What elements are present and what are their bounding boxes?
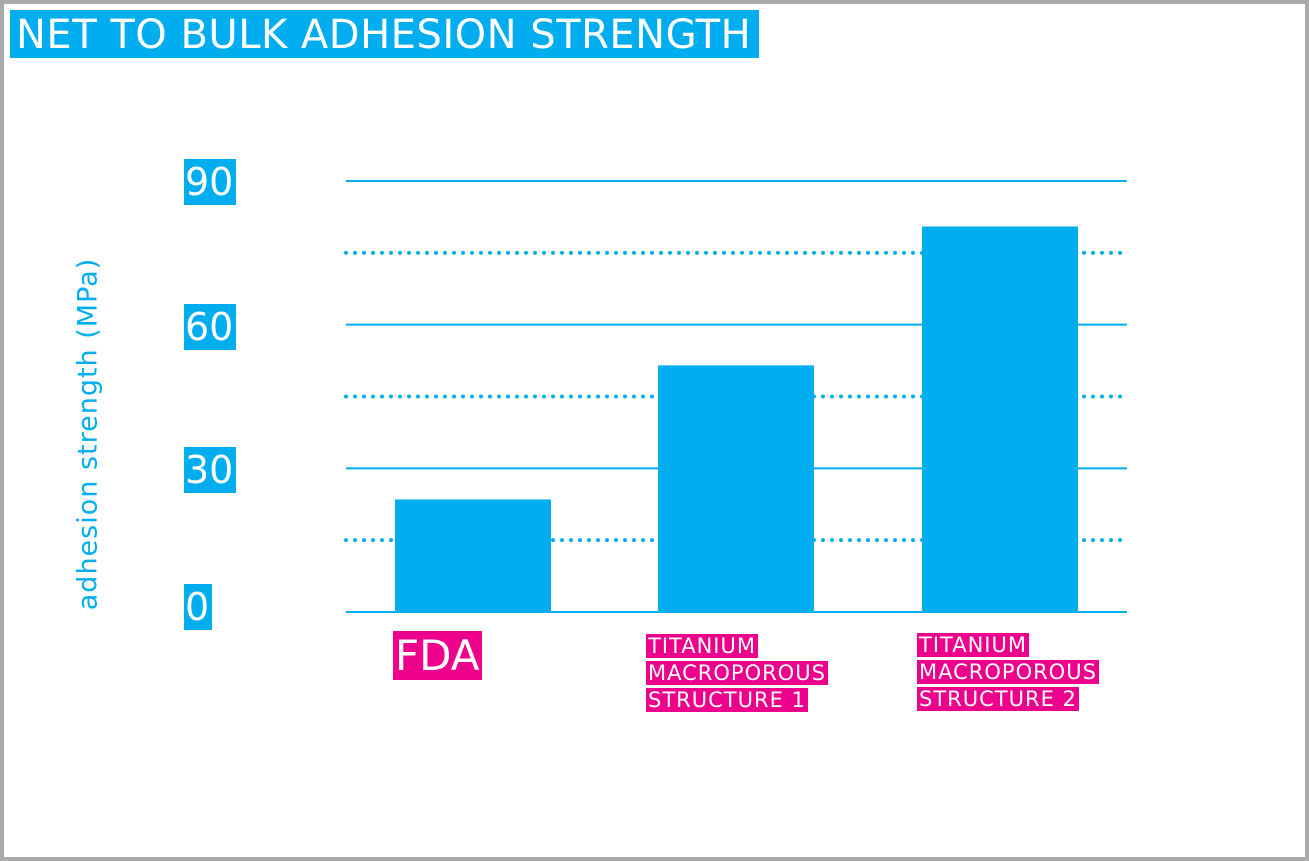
- category-label-structure-2-line3: STRUCTURE 2: [917, 687, 1079, 711]
- category-label-fda: FDA: [393, 631, 482, 681]
- category-label-fda-line1: FDA: [393, 631, 482, 680]
- y-tick-label-30: 30: [184, 447, 237, 493]
- category-label-structure-2-line2: MACROPOROUS: [917, 660, 1099, 684]
- category-label-structure-2: TITANIUM MACROPOROUS STRUCTURE 2: [917, 632, 1099, 713]
- y-tick-label-90: 90: [184, 159, 237, 205]
- category-label-structure-2-line1: TITANIUM: [917, 633, 1029, 657]
- bar-chart: [344, 180, 1129, 613]
- category-label-structure-1-line2: MACROPOROUS: [646, 661, 828, 685]
- y-tick-label-60: 60: [184, 304, 237, 350]
- bar-2: [658, 365, 814, 612]
- chart-title: NET TO BULK ADHESION STRENGTH: [10, 10, 760, 58]
- bar-1: [395, 499, 551, 612]
- category-label-structure-1-line3: STRUCTURE 1: [646, 688, 808, 712]
- category-label-structure-1-line1: TITANIUM: [646, 634, 758, 658]
- category-label-structure-1: TITANIUM MACROPOROUS STRUCTURE 1: [646, 633, 828, 714]
- bar-3: [922, 226, 1078, 612]
- y-tick-label-0: 0: [184, 584, 213, 630]
